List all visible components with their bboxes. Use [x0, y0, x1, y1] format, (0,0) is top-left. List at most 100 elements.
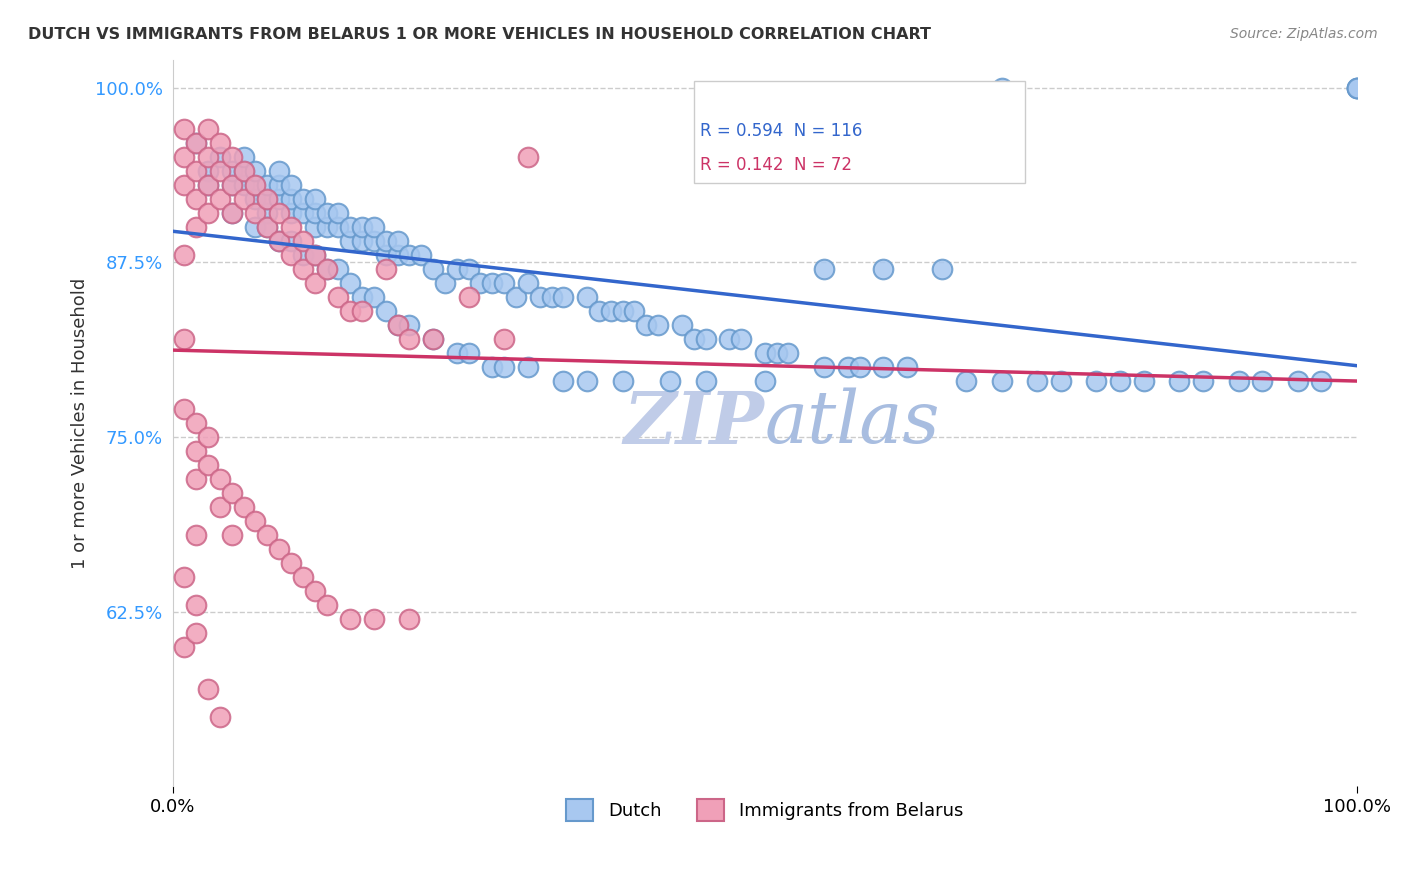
Point: [269, 193, 291, 207]
Point: [221, 486, 243, 500]
Point: [588, 304, 610, 318]
Point: [245, 514, 267, 528]
Point: [363, 612, 385, 626]
Point: [197, 178, 219, 193]
Point: [328, 206, 350, 220]
Point: [221, 178, 243, 193]
Point: [1346, 80, 1368, 95]
Point: [256, 220, 278, 235]
Text: R = 0.594  N = 116: R = 0.594 N = 116: [700, 122, 862, 140]
Point: [291, 248, 314, 262]
Point: [304, 277, 326, 291]
Point: [186, 136, 208, 151]
Point: [269, 541, 291, 556]
Point: [599, 304, 621, 318]
Point: [304, 220, 326, 235]
Text: R = 0.142  N = 72: R = 0.142 N = 72: [700, 156, 852, 174]
Point: [328, 262, 350, 277]
Point: [1310, 374, 1333, 388]
Point: [186, 598, 208, 612]
Point: [245, 193, 267, 207]
Point: [232, 151, 254, 165]
Point: [1168, 374, 1191, 388]
Point: [990, 374, 1012, 388]
Point: [457, 290, 479, 304]
Point: [208, 500, 231, 514]
Point: [387, 318, 409, 333]
Text: atlas: atlas: [765, 388, 941, 458]
Point: [304, 583, 326, 598]
Point: [304, 248, 326, 262]
Point: [553, 290, 575, 304]
Point: [197, 151, 219, 165]
Point: [623, 304, 645, 318]
Point: [245, 178, 267, 193]
Point: [221, 206, 243, 220]
Point: [291, 235, 314, 249]
Point: [186, 136, 208, 151]
Point: [612, 304, 634, 318]
Point: [315, 262, 337, 277]
Point: [208, 151, 231, 165]
Text: Source: ZipAtlas.com: Source: ZipAtlas.com: [1230, 27, 1378, 41]
Point: [695, 374, 717, 388]
Point: [269, 235, 291, 249]
Point: [186, 164, 208, 178]
Point: [516, 360, 538, 375]
Point: [765, 346, 787, 360]
Point: [186, 528, 208, 542]
Point: [208, 136, 231, 151]
Point: [186, 416, 208, 430]
Point: [173, 151, 195, 165]
Point: [339, 612, 361, 626]
Point: [374, 248, 396, 262]
Point: [813, 360, 835, 375]
Point: [1085, 374, 1108, 388]
Point: [516, 151, 538, 165]
Point: [494, 332, 516, 346]
Point: [280, 178, 302, 193]
Point: [245, 164, 267, 178]
Point: [232, 193, 254, 207]
Point: [291, 206, 314, 220]
Point: [457, 346, 479, 360]
Point: [304, 248, 326, 262]
Point: [1227, 374, 1250, 388]
Legend: Dutch, Immigrants from Belarus: Dutch, Immigrants from Belarus: [551, 785, 977, 836]
Point: [186, 472, 208, 486]
Point: [387, 248, 409, 262]
Point: [221, 151, 243, 165]
Point: [350, 304, 373, 318]
Point: [647, 318, 669, 333]
Point: [280, 248, 302, 262]
Point: [232, 178, 254, 193]
Point: [1050, 374, 1073, 388]
Point: [433, 277, 456, 291]
Point: [173, 332, 195, 346]
Point: [173, 122, 195, 136]
Y-axis label: 1 or more Vehicles in Household: 1 or more Vehicles in Household: [72, 277, 89, 569]
Point: [516, 277, 538, 291]
Point: [671, 318, 693, 333]
Point: [304, 206, 326, 220]
Point: [186, 625, 208, 640]
Point: [529, 290, 551, 304]
Point: [422, 332, 444, 346]
Point: [481, 360, 503, 375]
Point: [1192, 374, 1215, 388]
Point: [896, 360, 918, 375]
Point: [374, 304, 396, 318]
Bar: [693, 81, 1025, 183]
Point: [398, 332, 420, 346]
Point: [304, 193, 326, 207]
Point: [339, 235, 361, 249]
Point: [339, 304, 361, 318]
Point: [173, 570, 195, 584]
Point: [612, 374, 634, 388]
Point: [269, 164, 291, 178]
Point: [221, 528, 243, 542]
Point: [931, 262, 953, 277]
Point: [553, 374, 575, 388]
Point: [280, 220, 302, 235]
Point: [315, 220, 337, 235]
